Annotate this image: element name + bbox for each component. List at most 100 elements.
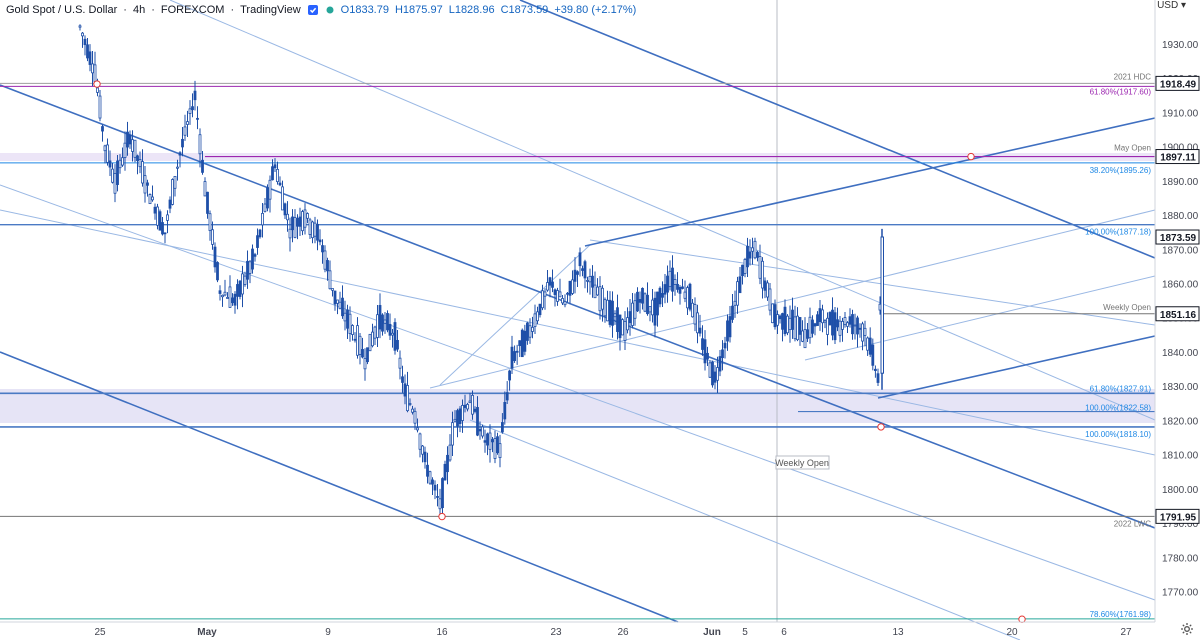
candle-body <box>876 373 880 383</box>
price-badge <box>1155 306 1200 322</box>
candle-body <box>213 246 217 268</box>
trendline[interactable] <box>0 351 679 623</box>
candle-body <box>271 166 274 181</box>
candle-body <box>851 314 854 335</box>
candle-body <box>748 251 752 259</box>
candle-body <box>421 445 424 455</box>
currency-label[interactable]: USD ▾ <box>1157 0 1186 11</box>
candle-body <box>208 213 212 231</box>
candle-body <box>711 361 714 386</box>
candle-body <box>726 320 729 342</box>
plot-area[interactable] <box>0 0 1155 622</box>
candle-body <box>828 312 832 326</box>
candle-body <box>426 464 429 477</box>
light-trendline[interactable] <box>589 239 1156 326</box>
price-tick-label: 1800.00 <box>1162 485 1199 496</box>
candle-body <box>531 327 534 332</box>
light-trendline[interactable] <box>469 419 1021 640</box>
candle-body <box>323 250 327 270</box>
pivot-marker[interactable] <box>93 80 101 88</box>
candle-body <box>456 410 459 427</box>
candle-body <box>143 175 147 194</box>
light-trendline[interactable] <box>169 0 1156 421</box>
candle-body <box>601 287 604 310</box>
trendline[interactable] <box>519 0 1156 259</box>
support-zone <box>0 389 1155 423</box>
pivot-marker[interactable] <box>967 152 975 161</box>
price-tick-label: 1910.00 <box>1162 108 1199 119</box>
light-trendline[interactable] <box>439 244 591 386</box>
candle-body <box>861 323 864 342</box>
flag-icon[interactable] <box>307 4 319 16</box>
candle-body <box>151 196 154 201</box>
candle-body <box>678 287 682 294</box>
light-trendline[interactable] <box>804 275 1156 361</box>
light-trendline[interactable] <box>0 209 1156 456</box>
pivot-marker[interactable] <box>438 512 446 521</box>
pivot-marker[interactable] <box>1018 615 1026 623</box>
candle-body <box>648 306 652 313</box>
candle-body <box>838 320 842 336</box>
candle-body <box>603 299 607 317</box>
light-channel-lines <box>0 0 1156 640</box>
candle-body <box>466 404 469 410</box>
time-tick-label: 25 <box>94 627 106 638</box>
price-badge <box>1155 149 1200 165</box>
level-label: Weekly Open <box>1103 303 1151 312</box>
candle-body <box>546 282 549 291</box>
candle-body <box>471 394 474 415</box>
candle-body <box>591 275 594 288</box>
candle-body <box>483 440 487 443</box>
time-tick-label: 6 <box>781 627 787 638</box>
gear-icon[interactable] <box>1180 622 1194 636</box>
candle-body <box>228 286 232 308</box>
candle-body <box>718 356 722 372</box>
price-tick-label: 1790.00 <box>1162 519 1199 530</box>
price-badge-label: 1873.59 <box>1160 233 1197 244</box>
pivot-marker[interactable] <box>877 423 885 431</box>
price-tick-label: 1890.00 <box>1162 177 1199 188</box>
candle-body <box>816 314 819 326</box>
candle-body <box>558 291 562 298</box>
trendline[interactable] <box>877 335 1156 399</box>
price-tick-label: 1930.00 <box>1162 40 1199 51</box>
candle-body <box>843 317 847 325</box>
candle-body <box>336 299 339 304</box>
candle-body <box>571 279 574 294</box>
candle-body <box>346 309 349 329</box>
candle-body <box>638 299 642 303</box>
candle-body <box>808 316 812 339</box>
candle-body <box>233 293 237 306</box>
candle-body <box>276 168 279 183</box>
candle-body <box>246 260 249 280</box>
weekly-open-annotation[interactable]: Weekly Open <box>775 455 830 470</box>
trendline[interactable] <box>0 84 1156 529</box>
candle-body <box>206 191 209 214</box>
symbol-title[interactable]: Gold Spot / U.S. Dollar <box>6 4 118 16</box>
candle-body <box>136 155 139 162</box>
price-tick-label: 1770.00 <box>1162 587 1199 598</box>
pivot-markers <box>93 80 1026 623</box>
candle-body <box>533 313 537 327</box>
interval-label[interactable]: 4h <box>132 4 146 16</box>
candle-body <box>691 302 694 318</box>
candle-body <box>341 297 344 317</box>
candle-body <box>688 283 692 310</box>
level-lines <box>0 82 1155 620</box>
candle-body <box>391 332 394 336</box>
light-trendline[interactable] <box>0 184 1156 601</box>
candle-body <box>408 403 412 405</box>
price-badge-label: 1851.16 <box>1160 310 1197 321</box>
candle-body <box>818 308 822 322</box>
candle-body <box>646 294 649 315</box>
time-axis-labels[interactable]: 25 May 9 16 23 26 Jun 6 13 20 27 5 <box>94 627 1132 638</box>
candle-body <box>241 273 244 295</box>
candle-body <box>173 175 177 189</box>
candle-body <box>803 329 807 349</box>
candle-body <box>708 362 712 378</box>
candle-body <box>296 217 299 227</box>
candle-body <box>663 284 667 295</box>
source-label: TradingView <box>240 4 301 16</box>
candle-body <box>231 297 234 304</box>
